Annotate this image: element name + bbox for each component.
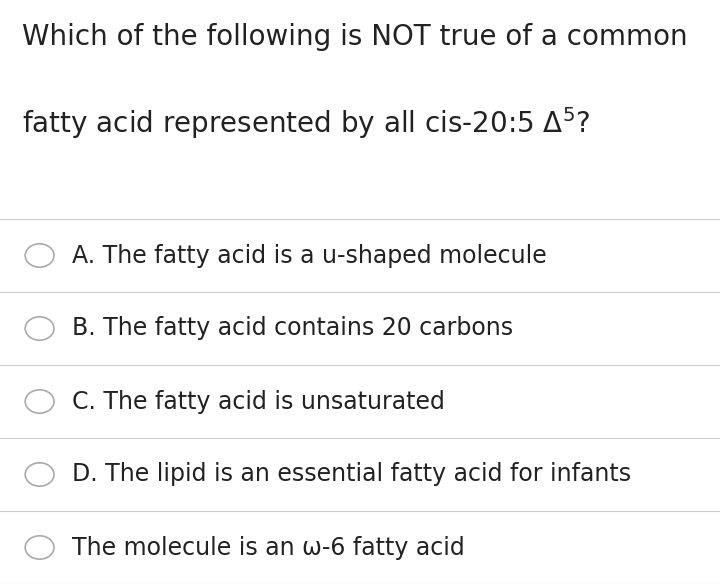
Text: D. The lipid is an essential fatty acid for infants: D. The lipid is an essential fatty acid …	[72, 463, 631, 486]
Text: B. The fatty acid contains 20 carbons: B. The fatty acid contains 20 carbons	[72, 317, 513, 340]
Text: fatty acid represented by all cis-20:5 $\Delta^5$?: fatty acid represented by all cis-20:5 $…	[22, 105, 590, 141]
Text: C. The fatty acid is unsaturated: C. The fatty acid is unsaturated	[72, 390, 445, 413]
Text: The molecule is an ω-6 fatty acid: The molecule is an ω-6 fatty acid	[72, 536, 464, 559]
Text: A. The fatty acid is a u-shaped molecule: A. The fatty acid is a u-shaped molecule	[72, 244, 546, 267]
Text: Which of the following is NOT true of a common: Which of the following is NOT true of a …	[22, 23, 687, 51]
